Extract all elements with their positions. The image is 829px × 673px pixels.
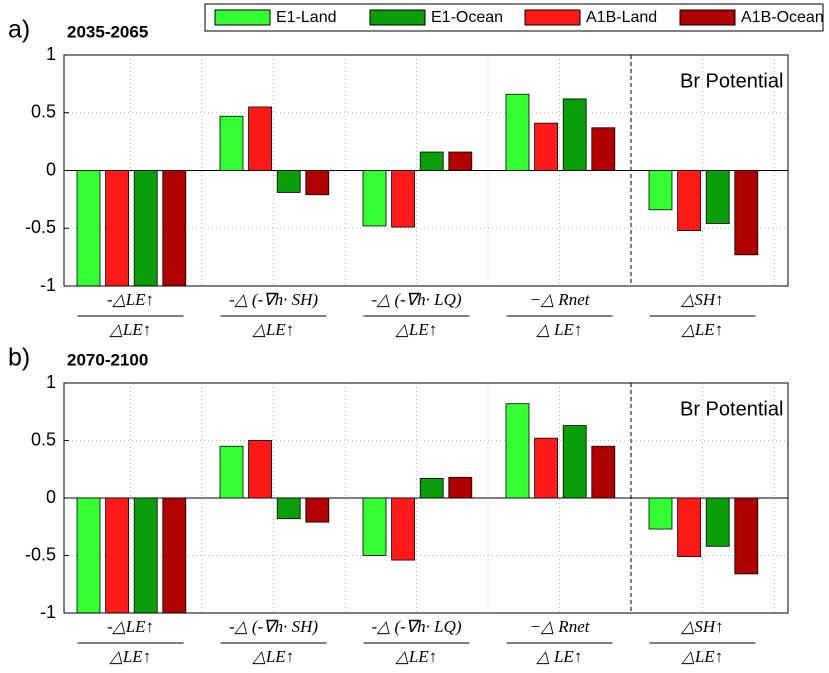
bar [162, 497, 187, 614]
legend-label: E1-Land [276, 9, 337, 26]
legend-swatch [524, 9, 581, 26]
bar [305, 497, 330, 523]
bar [419, 478, 444, 499]
bar [219, 115, 244, 171]
x-label-numerator: -△ (-∇h· LQ) [371, 290, 461, 309]
y-tick-label: 0 [46, 159, 56, 179]
bar [705, 170, 730, 225]
bar [391, 170, 416, 228]
bar [105, 497, 129, 614]
bar [648, 497, 673, 530]
x-label-numerator: -△ (-∇h· LQ) [371, 617, 461, 636]
bar [505, 403, 530, 499]
bar [534, 437, 558, 499]
x-label-numerator: −△ Rnet [530, 617, 591, 636]
x-label-numerator: △SH↑ [680, 290, 723, 309]
bar [448, 151, 473, 171]
y-tick-label: 0 [46, 487, 56, 507]
bar [76, 497, 101, 614]
legend-swatch [214, 9, 271, 26]
legend-label: A1B-Land [586, 9, 657, 26]
annotation: Br Potential [680, 70, 783, 92]
bar [362, 497, 387, 556]
bar [648, 170, 673, 211]
x-label-denominator: △ LE↑ [536, 647, 583, 666]
legend-label: A1B-Ocean [741, 9, 824, 26]
bar [305, 170, 330, 196]
bar [562, 98, 587, 171]
bar [734, 497, 759, 575]
y-tick-label: 1 [46, 44, 56, 64]
y-tick-label: -0.5 [25, 544, 56, 564]
x-label-denominator: △LE↑ [395, 647, 437, 666]
bar [133, 497, 158, 614]
bar [562, 425, 587, 499]
bar [133, 170, 158, 287]
bar [677, 170, 701, 231]
bar [591, 127, 616, 171]
axes-frame [63, 382, 789, 614]
x-label-denominator: △LE↑ [252, 647, 294, 666]
bar [162, 170, 187, 287]
bar [419, 151, 444, 171]
x-label-denominator: △LE↑ [252, 320, 294, 339]
x-label-denominator: △ LE↑ [536, 320, 583, 339]
x-label-numerator: −△ Rnet [530, 290, 591, 309]
x-label-denominator: △LE↑ [395, 320, 437, 339]
panel-title: 2035-2065 [67, 22, 148, 41]
axes-frame [63, 54, 789, 287]
bar [448, 476, 473, 499]
bar [591, 445, 616, 499]
y-tick-label: 1 [46, 372, 56, 392]
legend-label: E1-Ocean [431, 9, 503, 26]
panel-label: b) [8, 344, 30, 372]
y-tick-label: -1 [40, 275, 56, 295]
x-label-denominator: △LE↑ [681, 320, 723, 339]
x-label-numerator: △SH↑ [680, 617, 723, 636]
bar [76, 170, 101, 287]
legend-swatch [679, 9, 736, 26]
panel-label: a) [8, 16, 30, 44]
bar [505, 93, 530, 171]
x-label-denominator: △LE↑ [109, 647, 151, 666]
bar [391, 497, 416, 561]
bar [534, 122, 558, 171]
legend-swatch [369, 9, 426, 26]
bar [248, 440, 273, 499]
bar [705, 497, 730, 547]
y-tick-label: -0.5 [25, 217, 56, 237]
annotation: Br Potential [680, 398, 783, 420]
bar [219, 445, 244, 499]
x-label-denominator: △LE↑ [681, 647, 723, 666]
x-label-numerator: -△ (-∇h· SH) [229, 290, 318, 309]
y-tick-label: 0.5 [31, 429, 56, 449]
panel-title: 2070-2100 [67, 350, 148, 369]
bar [105, 170, 129, 287]
bar [734, 170, 759, 256]
bar [276, 497, 301, 520]
x-label-numerator: -△LE↑ [107, 290, 154, 309]
x-label-denominator: △LE↑ [109, 320, 151, 339]
y-tick-label: 0.5 [31, 102, 56, 122]
bar [276, 170, 301, 193]
bar [677, 497, 701, 558]
x-label-numerator: -△LE↑ [107, 617, 154, 636]
bar [362, 170, 387, 227]
x-label-numerator: -△ (-∇h· SH) [229, 617, 318, 636]
bar [248, 106, 273, 171]
y-tick-label: -1 [40, 602, 56, 622]
